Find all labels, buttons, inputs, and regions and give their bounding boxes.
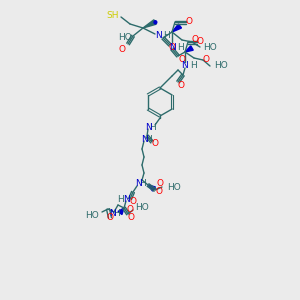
Text: ●: ● xyxy=(153,20,158,25)
Text: HO: HO xyxy=(167,182,181,191)
Text: O: O xyxy=(130,197,136,206)
Text: H: H xyxy=(163,32,170,40)
Text: HO: HO xyxy=(135,202,149,211)
Text: H: H xyxy=(148,122,155,131)
Text: SH: SH xyxy=(107,11,119,20)
Text: O: O xyxy=(202,55,209,64)
Text: O: O xyxy=(106,214,113,223)
Text: O: O xyxy=(127,205,134,214)
Polygon shape xyxy=(172,24,182,32)
Text: N: N xyxy=(109,209,116,218)
Text: N: N xyxy=(145,122,152,131)
Polygon shape xyxy=(118,208,124,214)
Text: HO: HO xyxy=(85,211,99,220)
Text: HO: HO xyxy=(118,34,132,43)
Text: O: O xyxy=(178,82,184,91)
Text: O: O xyxy=(155,187,163,196)
Polygon shape xyxy=(185,46,193,52)
Text: O: O xyxy=(152,140,158,148)
Polygon shape xyxy=(148,185,155,191)
Text: H: H xyxy=(112,209,119,218)
Text: N: N xyxy=(169,43,176,52)
Text: N: N xyxy=(154,32,161,40)
Text: HO: HO xyxy=(214,61,228,70)
Text: O: O xyxy=(191,35,199,44)
Text: N: N xyxy=(123,194,129,203)
Text: O: O xyxy=(128,212,134,221)
Text: O: O xyxy=(185,16,193,26)
Polygon shape xyxy=(143,20,156,28)
Text: H: H xyxy=(118,194,124,203)
Text: O: O xyxy=(118,46,125,55)
Text: O: O xyxy=(178,56,185,64)
Text: N: N xyxy=(135,179,141,188)
Text: O: O xyxy=(196,37,203,46)
Text: N: N xyxy=(141,134,147,143)
Text: O: O xyxy=(169,44,176,52)
Text: H: H xyxy=(139,179,145,188)
Text: N: N xyxy=(182,61,188,70)
Text: HO: HO xyxy=(203,43,217,52)
Text: O: O xyxy=(157,179,164,188)
Text: H: H xyxy=(145,134,152,143)
Text: H: H xyxy=(177,43,184,52)
Text: H: H xyxy=(190,61,197,70)
